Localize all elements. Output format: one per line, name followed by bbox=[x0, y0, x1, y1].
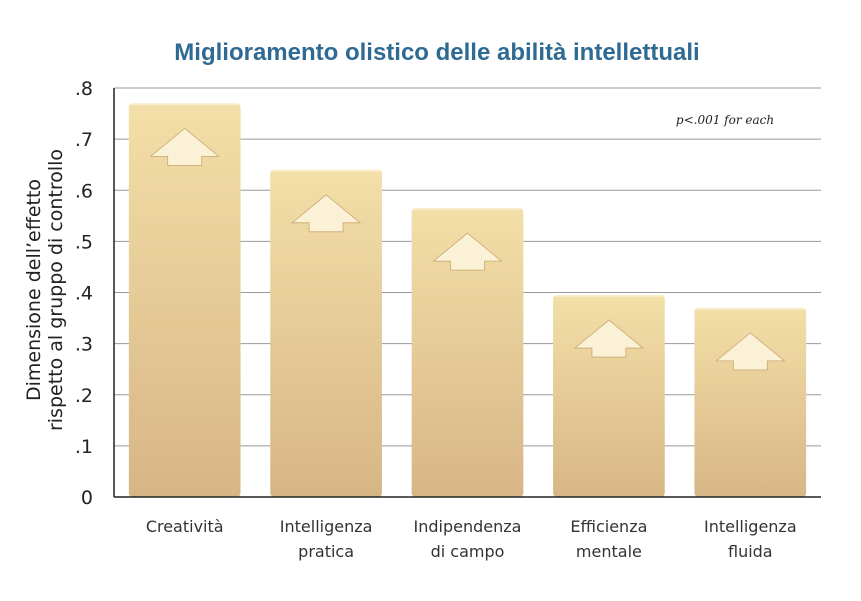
significance-note: p<.001 for each bbox=[676, 113, 774, 127]
bar bbox=[128, 103, 241, 498]
bar bbox=[694, 307, 807, 497]
y-tick-label: .6 bbox=[75, 180, 93, 202]
bar-highlight bbox=[413, 208, 522, 211]
y-tick-label: .4 bbox=[75, 283, 93, 305]
x-tick-label: Efficienza bbox=[570, 517, 647, 536]
bar-highlight bbox=[696, 307, 805, 310]
bar bbox=[411, 208, 524, 498]
x-tick-label: Intelligenza bbox=[704, 517, 797, 536]
bar-highlight bbox=[555, 295, 663, 298]
y-tick-label: .2 bbox=[75, 385, 93, 407]
x-tick-label: Intelligenza bbox=[280, 517, 373, 536]
y-tick-label: 0 bbox=[81, 487, 93, 509]
up-arrow-icon bbox=[290, 194, 362, 233]
bar-group bbox=[694, 307, 807, 497]
bar-group bbox=[270, 169, 382, 498]
bar-highlight bbox=[130, 103, 239, 106]
y-axis-label: Dimensione dell’effetto rispetto al grup… bbox=[23, 149, 67, 431]
y-tick-label: .8 bbox=[75, 78, 93, 100]
up-arrow-icon bbox=[573, 319, 645, 358]
x-tick-label: Creatività bbox=[146, 517, 224, 536]
up-arrow-icon bbox=[715, 332, 786, 371]
y-tick-label: .5 bbox=[75, 231, 93, 253]
y-tick-label: .3 bbox=[75, 334, 93, 356]
y-axis-label-line-1: Dimensione dell’effetto bbox=[23, 179, 45, 401]
bar-highlight bbox=[272, 169, 380, 172]
y-tick-label: .1 bbox=[75, 436, 93, 458]
up-arrow-icon bbox=[432, 232, 503, 271]
x-tick-label: fluida bbox=[728, 542, 773, 561]
bar-group bbox=[128, 103, 241, 498]
bars bbox=[128, 103, 807, 498]
bar bbox=[270, 169, 382, 498]
bar-group bbox=[411, 208, 524, 498]
chart-title: Miglioramento olistico delle abilità int… bbox=[174, 39, 699, 66]
x-axis-labels: Creatività Intelligenza pratica Indipendenz… bbox=[146, 517, 797, 561]
bar-group bbox=[553, 295, 665, 497]
up-arrow-icon bbox=[149, 127, 220, 166]
y-axis-ticks: 0 .1 .2 .3 .4 .5 .6 .7 .8 bbox=[75, 78, 93, 509]
y-tick-label: .7 bbox=[75, 129, 93, 151]
x-tick-label: pratica bbox=[298, 542, 354, 561]
x-tick-label: mentale bbox=[576, 542, 642, 561]
x-tick-label: di campo bbox=[431, 542, 505, 561]
y-axis-label-line-2: rispetto al gruppo di controllo bbox=[45, 149, 67, 431]
x-tick-label: Indipendenza bbox=[414, 517, 522, 536]
